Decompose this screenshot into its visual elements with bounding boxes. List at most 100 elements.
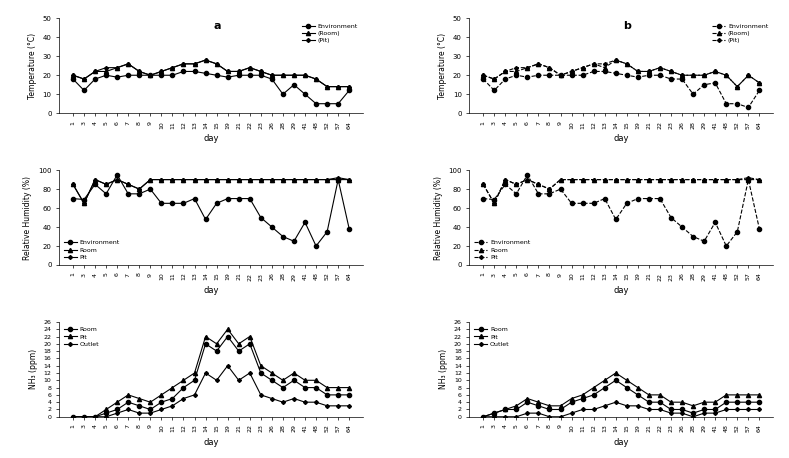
Room: [301, 385, 310, 390]
(Room): [666, 69, 675, 74]
Pit: [754, 392, 764, 398]
Pit: [190, 370, 200, 376]
Room: [345, 177, 354, 182]
Pit: [157, 177, 166, 182]
(Pit): [279, 72, 288, 78]
Outlet: [633, 403, 642, 409]
Room: [245, 177, 255, 182]
Environment: [677, 224, 686, 230]
Outlet: [600, 403, 609, 409]
Room: [146, 407, 155, 412]
Room: [113, 177, 122, 182]
Environment: [157, 201, 166, 206]
Environment: [732, 101, 742, 106]
Pit: [555, 177, 565, 182]
(Room): [500, 69, 510, 74]
Pit: [710, 177, 720, 182]
Pit: [522, 396, 532, 401]
Environment: [699, 82, 709, 87]
Pit: [677, 177, 686, 182]
Pit: [312, 377, 321, 383]
Pit: [267, 370, 277, 376]
(Pit): [323, 84, 332, 89]
Room: [522, 399, 532, 405]
Y-axis label: NH₃ (ppm): NH₃ (ppm): [439, 349, 448, 389]
Line: Room: Room: [481, 178, 761, 205]
Environment: [113, 172, 122, 178]
Environment: [345, 87, 354, 93]
Pit: [478, 414, 488, 420]
Pit: [168, 177, 178, 182]
Outlet: [80, 414, 89, 420]
Outlet: [113, 410, 122, 416]
(Pit): [179, 61, 189, 66]
Environment: [323, 101, 332, 106]
Pit: [256, 363, 266, 368]
(Room): [754, 80, 764, 86]
(Room): [478, 72, 488, 78]
Room: [511, 407, 521, 412]
(Room): [267, 72, 277, 78]
Pit: [334, 385, 343, 390]
Environment: [290, 239, 299, 244]
Outlet: [688, 414, 697, 420]
(Pit): [677, 72, 686, 78]
Outlet: [124, 407, 133, 412]
Room: [69, 414, 78, 420]
Outlet: [312, 399, 321, 405]
Pit: [600, 177, 609, 182]
(Pit): [478, 72, 488, 78]
(Pit): [91, 69, 100, 74]
Environment: [256, 72, 266, 78]
Line: Pit: Pit: [71, 327, 351, 419]
(Room): [555, 72, 565, 78]
Environment: [279, 92, 288, 97]
Outlet: [91, 414, 100, 420]
Environment: [721, 101, 731, 106]
Outlet: [500, 414, 510, 420]
Outlet: [710, 410, 720, 416]
Environment: [478, 196, 488, 202]
Pit: [655, 177, 664, 182]
(Pit): [600, 61, 609, 66]
Environment: [666, 76, 675, 82]
(Pit): [301, 72, 310, 78]
Line: Environment: Environment: [71, 69, 351, 106]
Line: Pit: Pit: [481, 371, 761, 419]
Legend: Environment, Room, Pit: Environment, Room, Pit: [62, 238, 122, 262]
Outlet: [644, 407, 653, 412]
Room: [600, 177, 609, 182]
Environment: [522, 74, 532, 80]
Room: [655, 399, 664, 405]
(Room): [511, 69, 521, 74]
Room: [146, 177, 155, 182]
Pit: [301, 177, 310, 182]
(Room): [102, 69, 111, 74]
(Room): [212, 61, 222, 66]
(Pit): [699, 72, 709, 78]
Pit: [666, 399, 675, 405]
Room: [677, 407, 686, 412]
(Pit): [80, 76, 89, 82]
Room: [555, 407, 565, 412]
Room: [323, 392, 332, 398]
Environment: [555, 72, 565, 78]
Outlet: [743, 407, 753, 412]
Room: [522, 177, 532, 182]
Outlet: [522, 410, 532, 416]
Environment: [312, 101, 321, 106]
Pit: [135, 186, 144, 192]
(Room): [589, 61, 598, 66]
Environment: [256, 215, 266, 220]
Pit: [622, 377, 631, 383]
Environment: [212, 72, 222, 78]
Room: [544, 186, 554, 192]
(Pit): [489, 76, 499, 82]
Pit: [533, 399, 543, 405]
Pit: [743, 175, 753, 180]
Room: [754, 399, 764, 405]
Outlet: [179, 396, 189, 401]
Environment: [688, 92, 697, 97]
Room: [190, 177, 200, 182]
(Room): [69, 72, 78, 78]
